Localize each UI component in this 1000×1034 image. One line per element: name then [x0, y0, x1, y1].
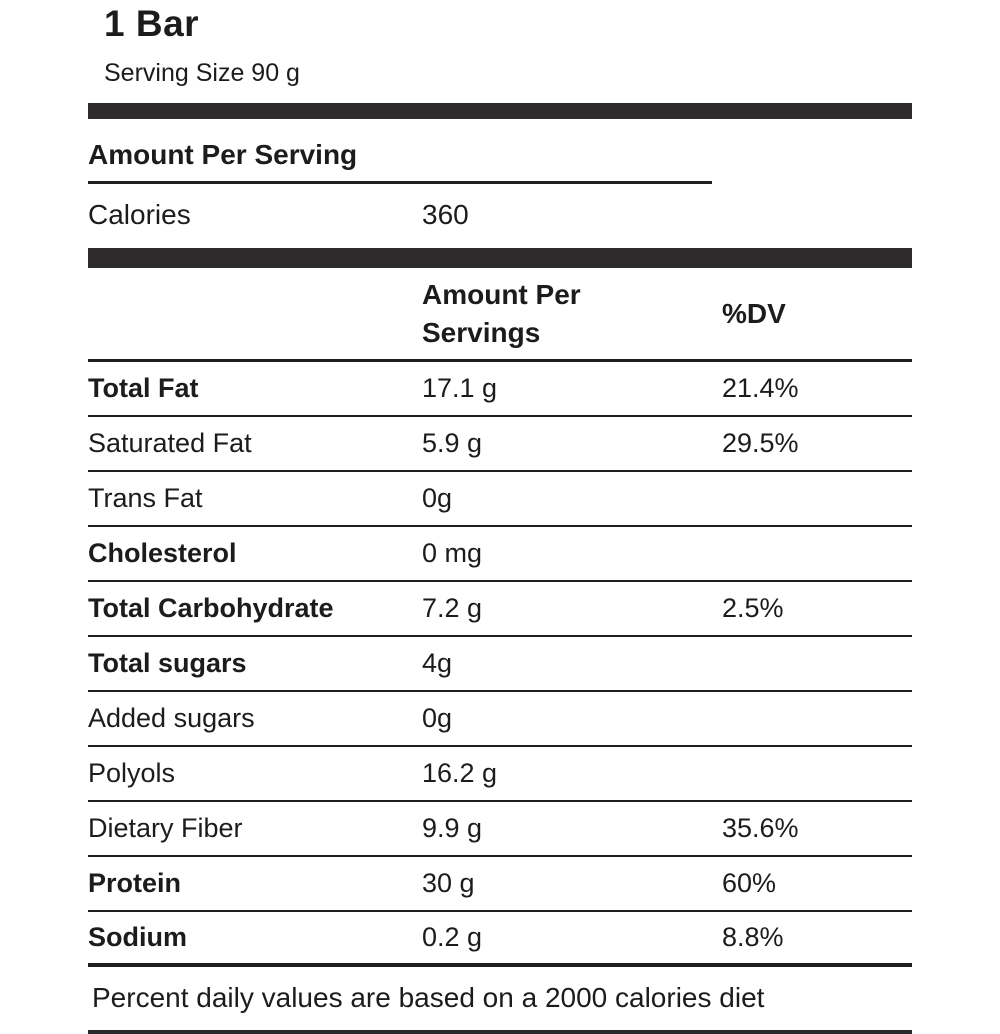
separator-bar-top [88, 103, 912, 120]
nutrient-name: Cholesterol [88, 538, 237, 569]
nutrient-amount: 30 g [422, 868, 475, 899]
nutrient-name: Total Fat [88, 373, 199, 404]
nutrient-table-body: Total Fat 17.1 g 21.4% Saturated Fat 5.9… [88, 362, 912, 968]
separator-bar-middle [88, 248, 912, 269]
nutrient-dv: 21.4% [722, 373, 799, 404]
header-amount-column: Amount Per Servings [422, 279, 581, 348]
nutrient-amount: 9.9 g [422, 813, 483, 844]
table-row: Saturated Fat 5.9 g 29.5% [88, 417, 912, 473]
nutrient-dv: 60% [722, 868, 777, 899]
page-title: 1 Bar [104, 3, 200, 44]
nutrient-table-header: Amount Per Servings %DV [88, 268, 912, 363]
nutrient-name: Added sugars [88, 703, 255, 734]
nutrient-amount: 5.9 g [422, 428, 483, 459]
calories-row: Calories 360 [88, 184, 912, 248]
nutrient-amount: 0g [422, 483, 453, 514]
footnote-text: Percent daily values are based on a 2000… [88, 967, 912, 1034]
nutrient-table: Amount Per Servings %DV Total Fat 17.1 g… [88, 268, 912, 968]
nutrient-amount: 0g [422, 703, 453, 734]
nutrient-name: Polyols [88, 758, 176, 789]
table-row: Total Carbohydrate 7.2 g 2.5% [88, 582, 912, 638]
label-header: 1 Bar Serving Size 90 g [88, 2, 912, 88]
table-row: Total Fat 17.1 g 21.4% [88, 362, 912, 418]
nutrient-amount: 4g [422, 648, 453, 679]
serving-size-text: Serving Size 90 g [104, 59, 300, 88]
nutrient-dv: 29.5% [722, 428, 799, 459]
header-dv-column: %DV [722, 297, 786, 329]
table-row: Added sugars 0g [88, 692, 912, 748]
table-row: Trans Fat 0g [88, 472, 912, 528]
nutrient-dv: 2.5% [722, 593, 784, 624]
nutrient-amount: 7.2 g [422, 593, 483, 624]
nutrient-amount: 17.1 g [422, 373, 498, 404]
table-row: Dietary Fiber 9.9 g 35.6% [88, 802, 912, 858]
calories-value: 360 [422, 199, 469, 231]
table-row: Sodium 0.2 g 8.8% [88, 912, 912, 968]
table-row: Total sugars 4g [88, 637, 912, 693]
nutrient-name: Protein [88, 868, 182, 899]
nutrient-amount: 0.2 g [422, 922, 483, 953]
nutrient-name: Sodium [88, 922, 187, 953]
nutrient-dv: 35.6% [722, 813, 799, 844]
nutrient-name: Dietary Fiber [88, 813, 243, 844]
amount-per-serving-heading: Amount Per Serving [88, 139, 358, 171]
nutrient-name: Total Carbohydrate [88, 593, 334, 624]
nutrient-amount: 16.2 g [422, 758, 498, 789]
table-row: Polyols 16.2 g [88, 747, 912, 803]
table-row: Protein 30 g 60% [88, 857, 912, 913]
calories-label: Calories [88, 199, 191, 231]
nutrient-dv: 8.8% [722, 922, 784, 953]
nutrient-name: Trans Fat [88, 483, 203, 514]
nutrient-name: Saturated Fat [88, 428, 252, 459]
nutrient-name: Total sugars [88, 648, 247, 679]
table-row: Cholesterol 0 mg [88, 527, 912, 583]
amount-per-serving-underline [88, 181, 712, 185]
nutrient-amount: 0 mg [422, 538, 483, 569]
nutrition-label: 1 Bar Serving Size 90 g Amount Per Servi… [88, 0, 912, 1034]
